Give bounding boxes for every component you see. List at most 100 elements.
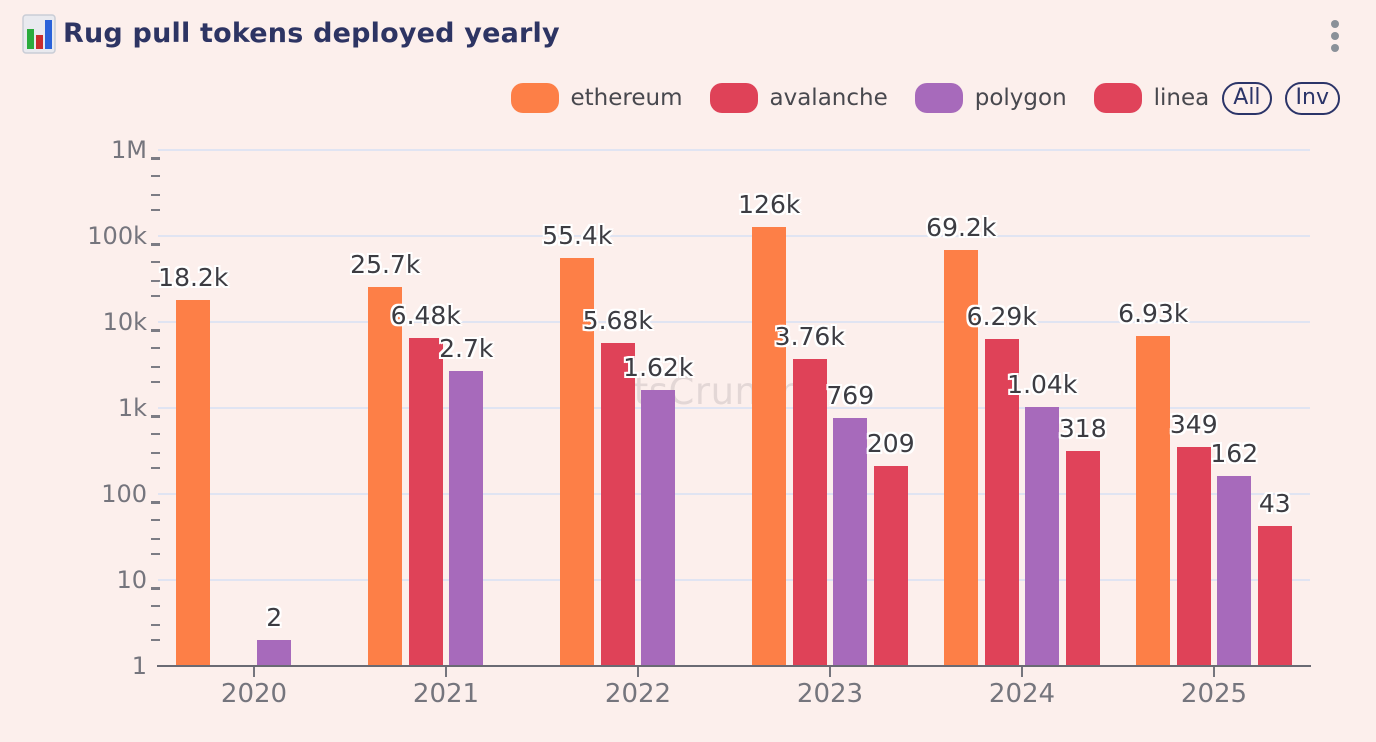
x-tick — [636, 666, 640, 677]
bar-avalanche-2021[interactable] — [408, 338, 443, 666]
y-minor-tick — [151, 415, 160, 418]
legend-label: avalanche — [769, 85, 888, 111]
y-minor-tick — [151, 294, 160, 298]
x-tick — [252, 666, 256, 677]
x-axis-line — [157, 664, 1311, 667]
x-tick — [444, 666, 448, 677]
bar-linea-2024[interactable] — [1065, 450, 1100, 666]
bar-value-label: 3.76k — [774, 321, 845, 351]
y-gridline — [158, 493, 1310, 495]
y-tick-label: 1k — [117, 394, 147, 422]
legend-swatch-icon — [510, 83, 559, 113]
inv-button[interactable]: Inv — [1284, 81, 1340, 115]
legend-label: polygon — [974, 85, 1067, 111]
y-minor-tick — [151, 638, 160, 642]
bar-ethereum-2023[interactable] — [752, 227, 787, 666]
bar-value-label: 318 — [1058, 413, 1107, 443]
all-button[interactable]: All — [1222, 81, 1272, 115]
y-minor-tick — [151, 380, 160, 384]
bar-value-label: 18.2k — [158, 262, 229, 292]
bar-ethereum-2021[interactable] — [368, 286, 403, 666]
x-tick — [1212, 666, 1216, 677]
bar-value-label: 43 — [1258, 488, 1291, 518]
bar-value-label: 162 — [1210, 438, 1259, 468]
bar-value-label: 25.7k — [350, 249, 421, 279]
bar-value-label: 769 — [826, 380, 875, 410]
bar-value-label: 126k — [738, 190, 801, 220]
bar-ethereum-2024[interactable] — [944, 249, 979, 666]
y-minor-tick — [151, 432, 160, 436]
legend-label: linea — [1153, 85, 1210, 111]
y-minor-tick — [151, 466, 160, 470]
bar-polygon-2020[interactable] — [257, 640, 292, 666]
y-tick-label: 1 — [131, 652, 147, 680]
x-tick-label: 2024 — [988, 679, 1056, 709]
bar-polygon-2022[interactable] — [641, 389, 676, 666]
y-gridline — [158, 235, 1310, 237]
y-minor-tick — [151, 329, 160, 332]
kebab-menu-icon[interactable] — [1329, 18, 1343, 58]
legend-label: ethereum — [570, 85, 683, 111]
bar-ethereum-2020[interactable] — [176, 299, 211, 666]
bar-value-label: 1.62k — [623, 352, 694, 382]
y-gridline — [158, 407, 1310, 409]
y-minor-tick — [151, 174, 160, 178]
legend-item-polygon[interactable]: polygon — [914, 83, 1067, 113]
bar-value-label: 69.2k — [926, 212, 997, 242]
y-minor-tick — [151, 157, 160, 160]
y-minor-tick — [151, 587, 160, 590]
bar-polygon-2025[interactable] — [1217, 475, 1252, 666]
bar-value-label: 6.48k — [390, 301, 461, 331]
y-minor-tick — [151, 604, 160, 608]
bar-chart-icon — [21, 14, 57, 58]
legend-swatch-icon — [709, 83, 758, 113]
bar-polygon-2021[interactable] — [449, 370, 484, 666]
x-tick — [1020, 666, 1024, 677]
bar-ethereum-2025[interactable] — [1136, 335, 1171, 666]
x-tick-label: 2022 — [604, 679, 672, 709]
bar-value-label: 2.7k — [439, 333, 494, 363]
y-gridline — [158, 579, 1310, 581]
y-tick-label: 10k — [102, 308, 147, 336]
bar-avalanche-2025[interactable] — [1176, 447, 1211, 666]
x-tick-label: 2020 — [220, 679, 288, 709]
bar-value-label: 349 — [1169, 410, 1218, 440]
y-minor-tick — [151, 279, 160, 283]
bar-ethereum-2022[interactable] — [560, 258, 595, 666]
bar-avalanche-2023[interactable] — [792, 358, 827, 666]
x-tick — [828, 666, 832, 677]
legend-item-avalanche[interactable]: avalanche — [709, 83, 888, 113]
bar-value-label: 5.68k — [582, 306, 653, 336]
y-tick-label: 100 — [101, 480, 147, 508]
y-minor-tick — [151, 501, 160, 504]
x-tick-label: 2025 — [1180, 679, 1248, 709]
y-minor-tick — [151, 451, 160, 455]
legend-swatch-icon — [914, 83, 963, 113]
x-tick-label: 2021 — [412, 679, 480, 709]
y-minor-tick — [151, 537, 160, 541]
bar-avalanche-2022[interactable] — [600, 343, 635, 666]
legend-item-linea[interactable]: linea — [1093, 83, 1210, 113]
bar-avalanche-2024[interactable] — [984, 339, 1019, 666]
y-tick-label: 100k — [87, 222, 147, 250]
bar-linea-2023[interactable] — [873, 466, 908, 666]
bar-value-label: 209 — [866, 429, 915, 459]
bar-value-label: 55.4k — [542, 221, 613, 251]
legend-swatch-icon — [1093, 83, 1142, 113]
bar-value-label: 1.04k — [1007, 369, 1078, 399]
y-gridline — [158, 321, 1310, 323]
y-tick-label: 1M — [111, 136, 147, 164]
y-minor-tick — [151, 243, 160, 246]
bar-value-label: 6.29k — [966, 302, 1037, 332]
bar-value-label: 2 — [266, 603, 283, 633]
legend: ethereum avalanche polygon linea All Inv — [0, 80, 1340, 116]
y-minor-tick — [151, 365, 160, 369]
bar-polygon-2024[interactable] — [1025, 406, 1060, 666]
y-minor-tick — [151, 623, 160, 627]
bar-linea-2025[interactable] — [1257, 525, 1292, 666]
legend-item-ethereum[interactable]: ethereum — [510, 83, 683, 113]
bar-polygon-2023[interactable] — [833, 417, 868, 666]
x-tick-label: 2023 — [796, 679, 864, 709]
bar-value-label: 6.93k — [1118, 298, 1189, 328]
